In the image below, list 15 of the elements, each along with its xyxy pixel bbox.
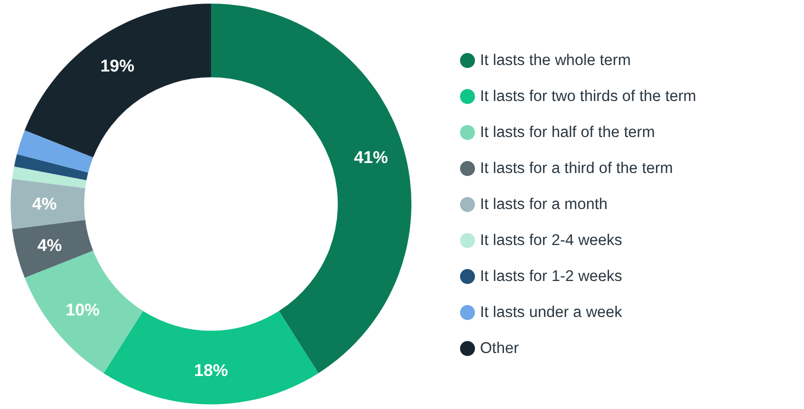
data-label: 4% (32, 194, 57, 214)
data-label: 41% (354, 148, 388, 168)
legend-label: It lasts for 1-2 weeks (480, 268, 622, 285)
legend-label: It lasts for 2-4 weeks (480, 232, 622, 249)
legend-label: It lasts for a third of the term (480, 160, 673, 177)
legend-label: It lasts under a week (480, 304, 622, 321)
data-label: 10% (66, 300, 100, 320)
legend-label: It lasts for two thirds of the term (480, 88, 696, 105)
legend-label: It lasts the whole term (480, 52, 631, 69)
data-label: 4% (37, 236, 62, 255)
data-label: 18% (194, 361, 228, 380)
legend-label: It lasts for a month (480, 196, 608, 213)
data-label: 19% (100, 56, 134, 76)
legend-label: Other (480, 340, 519, 357)
legend-label: It lasts for half of the term (480, 124, 655, 141)
